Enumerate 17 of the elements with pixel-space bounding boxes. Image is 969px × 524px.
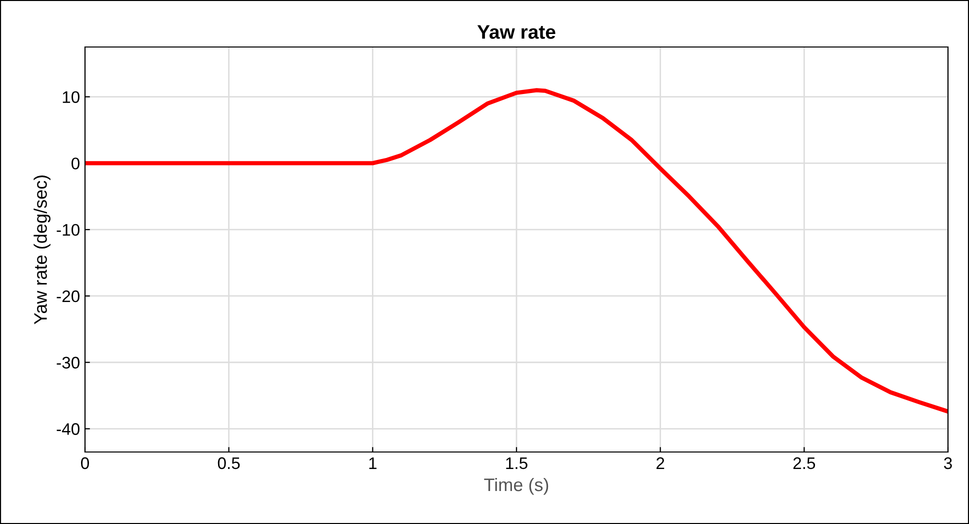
y-tick-label: -30 — [56, 356, 80, 369]
x-tick-label: 1.5 — [506, 457, 528, 470]
x-tick-label: 2.5 — [793, 457, 816, 470]
y-tick-label: 0 — [72, 158, 80, 170]
x-axis-title: Time (s) — [484, 478, 548, 495]
x-tick-label: 0.5 — [218, 457, 240, 470]
x-tick-label: 3 — [944, 457, 952, 470]
y-axis-title: Yaw rate (deg/sec) — [34, 176, 50, 324]
chart-title: Yaw rate — [477, 25, 556, 39]
y-tick-label: -20 — [56, 290, 80, 302]
x-tick-label: 1 — [369, 457, 376, 469]
x-tick-label: 2 — [656, 457, 664, 469]
x-tick-label: 0 — [81, 457, 89, 470]
line-series — [85, 88, 948, 414]
y-tick-label: -40 — [56, 423, 80, 435]
y-tick-label: -10 — [56, 224, 80, 236]
y-tick-label: 10 — [62, 91, 80, 103]
